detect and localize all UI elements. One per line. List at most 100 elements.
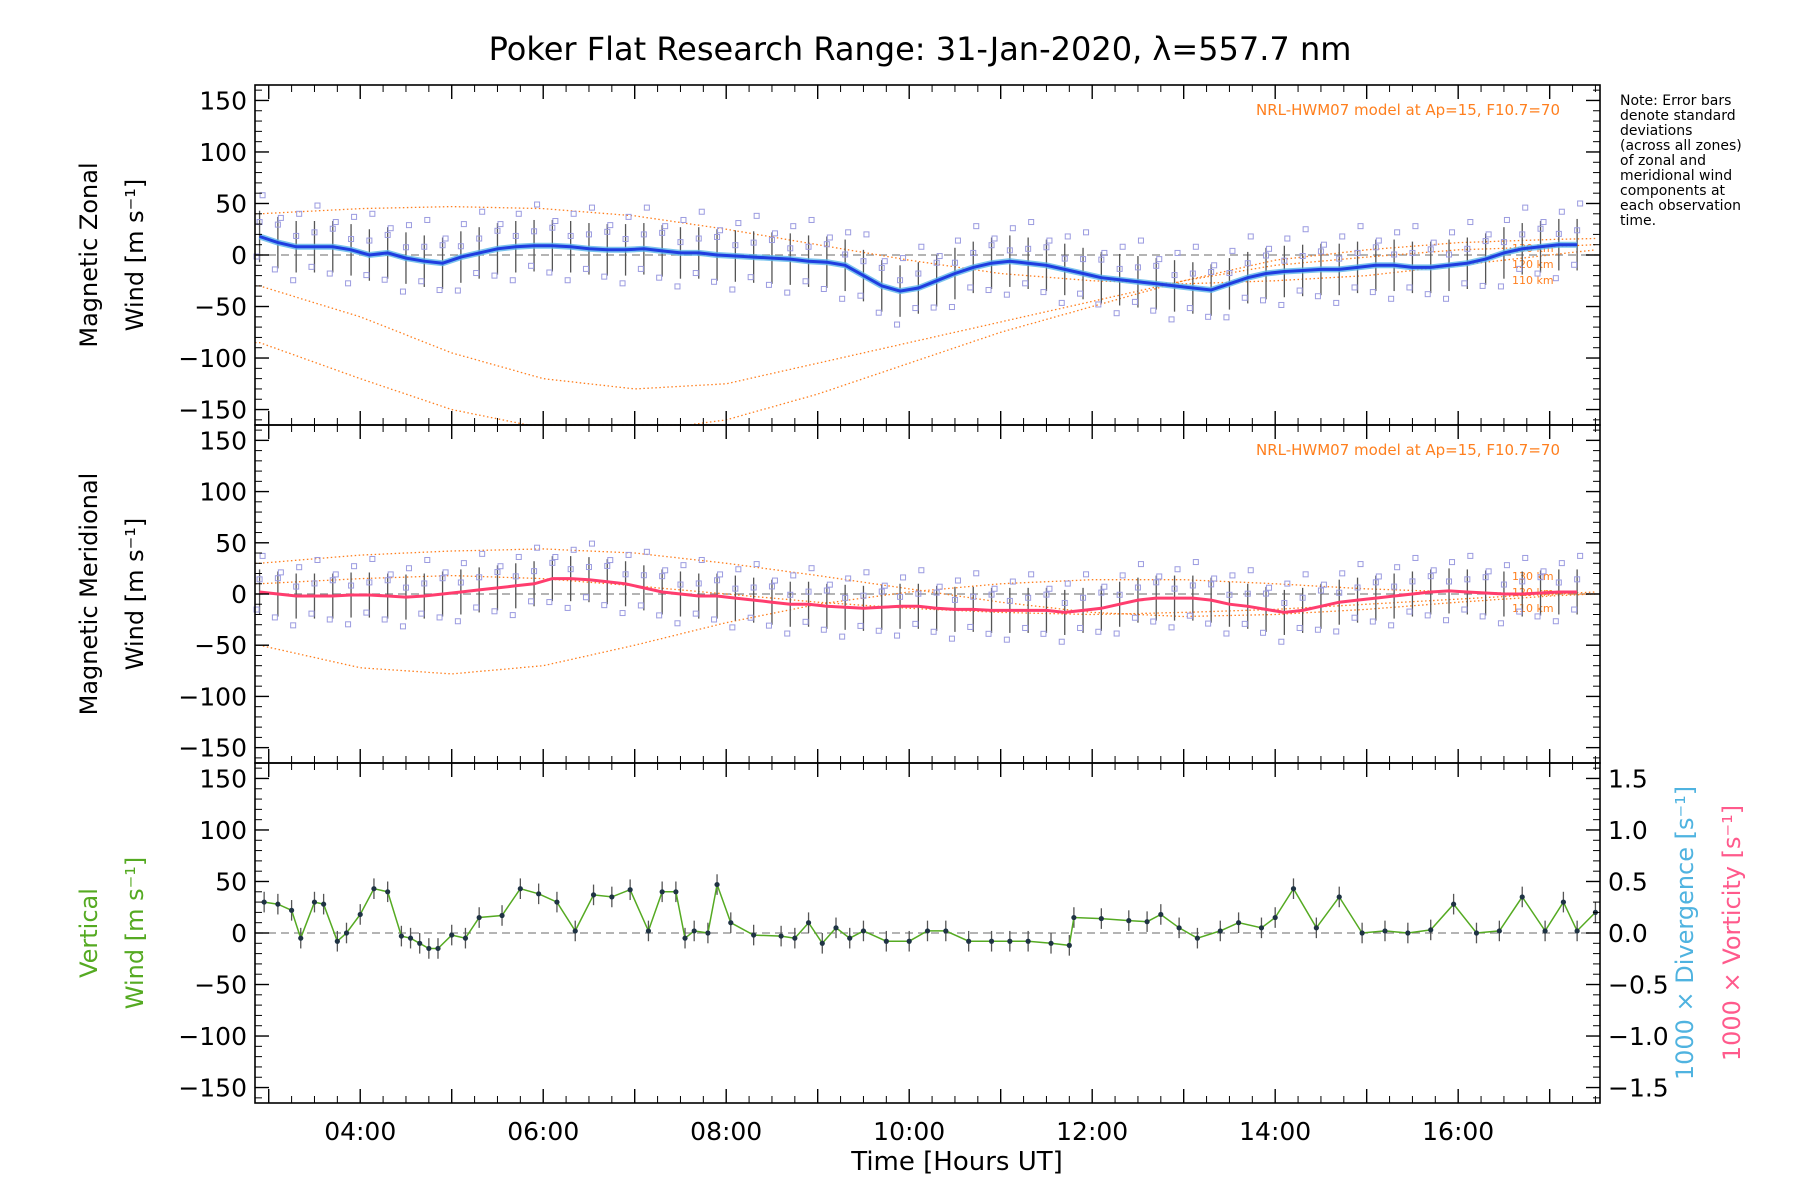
- zone-point: [366, 237, 373, 244]
- zone-point: [1296, 287, 1303, 294]
- zone-point: [1558, 560, 1565, 567]
- zonal-wind-line: [259, 235, 1578, 293]
- zone-point: [912, 620, 919, 627]
- zone-point: [988, 242, 995, 249]
- zone-point: [1223, 630, 1230, 637]
- vertical-wind-point: [371, 886, 377, 892]
- vertical-wind-point: [334, 938, 340, 944]
- zone-point: [1080, 594, 1087, 601]
- zone-point: [546, 269, 553, 276]
- zone-point: [985, 630, 992, 637]
- zone-point: [259, 192, 266, 199]
- zone-point: [259, 552, 266, 559]
- zone-point: [1336, 589, 1343, 596]
- zone-point: [1375, 573, 1382, 580]
- zone-point: [311, 229, 318, 236]
- zone-point: [1205, 620, 1212, 627]
- y-axis-label-line1: Magnetic Meridional: [75, 473, 103, 716]
- zone-point: [1174, 566, 1181, 573]
- zone-point: [808, 565, 815, 572]
- y2-tick-label: 1.5: [1608, 764, 1648, 793]
- vertical-wind-point: [417, 940, 423, 946]
- vertical-wind-point: [1126, 918, 1132, 924]
- zone-point: [1205, 313, 1212, 320]
- zone-point: [1427, 246, 1434, 253]
- vertical-wind-point: [645, 928, 652, 934]
- y2-tick-label: −1.5: [1608, 1074, 1669, 1103]
- y-tick-label: −100: [178, 344, 247, 373]
- zone-point: [369, 210, 376, 217]
- zone-point: [1229, 247, 1236, 254]
- zone-point: [1577, 552, 1584, 559]
- zone-point: [894, 632, 901, 639]
- zone-point: [1028, 219, 1035, 226]
- zone-point: [1534, 270, 1541, 277]
- zone-point: [1391, 583, 1398, 590]
- zone-point: [1552, 275, 1559, 282]
- zone-point: [585, 231, 592, 238]
- zone-point: [784, 289, 791, 296]
- model-alt-label: 110 km: [1512, 602, 1554, 615]
- vertical-wind-point: [659, 889, 665, 895]
- zone-point: [808, 216, 815, 223]
- zone-point: [1043, 591, 1050, 598]
- vertical-wind-point: [728, 920, 734, 926]
- zone-point: [1500, 239, 1507, 246]
- zone-point: [1485, 231, 1492, 238]
- zone-point: [552, 218, 559, 224]
- zone-point: [1241, 294, 1248, 301]
- zone-point: [1314, 293, 1321, 300]
- vertical-wind-point: [883, 938, 889, 944]
- zone-point: [1098, 256, 1105, 263]
- zone-point: [528, 262, 535, 269]
- zone-point: [607, 222, 614, 229]
- x-axis-label: Time [Hours UT]: [850, 1147, 1063, 1177]
- zone-point: [271, 614, 278, 621]
- zone-point: [1503, 562, 1510, 569]
- y-axis-label-line2: Wind [m s⁻¹]: [121, 518, 149, 670]
- zone-point: [311, 580, 318, 587]
- zone-point: [1095, 628, 1102, 635]
- y-tick-label: −150: [178, 396, 247, 425]
- zone-point: [1189, 270, 1196, 277]
- zone-point: [1156, 573, 1163, 580]
- zone-point: [765, 622, 772, 629]
- zone-point: [954, 237, 961, 244]
- zone-point: [967, 284, 974, 291]
- zone-point: [1519, 231, 1526, 238]
- zone-point: [698, 556, 705, 563]
- zone-point: [308, 263, 315, 270]
- zone-point: [1101, 249, 1108, 256]
- zone-point: [534, 201, 541, 208]
- zone-point: [659, 573, 666, 580]
- zone-point: [933, 589, 940, 596]
- vertical-wind-point: [833, 925, 839, 931]
- meridional-wind-panel: NRL-HWM07 model at Ap=15, F10.7=70 130 km…: [75, 424, 1601, 764]
- zone-point: [512, 573, 519, 580]
- zone-point: [1522, 204, 1529, 211]
- zone-point: [381, 616, 388, 623]
- zone-point: [351, 563, 358, 570]
- zone-point: [399, 623, 406, 630]
- zone-point: [274, 575, 281, 582]
- zone-point: [662, 567, 669, 574]
- zone-point: [296, 564, 303, 571]
- zone-point: [1467, 552, 1474, 559]
- y-tick-label: 150: [199, 426, 247, 455]
- vertical-wind-point: [1235, 920, 1242, 926]
- y2-tick-label: 1.0: [1608, 816, 1648, 845]
- x-tick-label: 08:00: [690, 1117, 762, 1146]
- zone-point: [735, 566, 742, 573]
- zone-point: [531, 228, 538, 235]
- zone-point: [747, 274, 754, 281]
- zone-point: [1244, 590, 1251, 597]
- zone-point: [1153, 262, 1160, 269]
- zone-point: [970, 249, 977, 256]
- zone-point: [290, 622, 297, 629]
- zone-point: [460, 221, 467, 228]
- zone-point: [1299, 594, 1306, 601]
- zone-point: [1516, 608, 1523, 615]
- zone-point: [1064, 580, 1071, 587]
- zone-point: [439, 242, 446, 249]
- zone-point: [1278, 301, 1285, 308]
